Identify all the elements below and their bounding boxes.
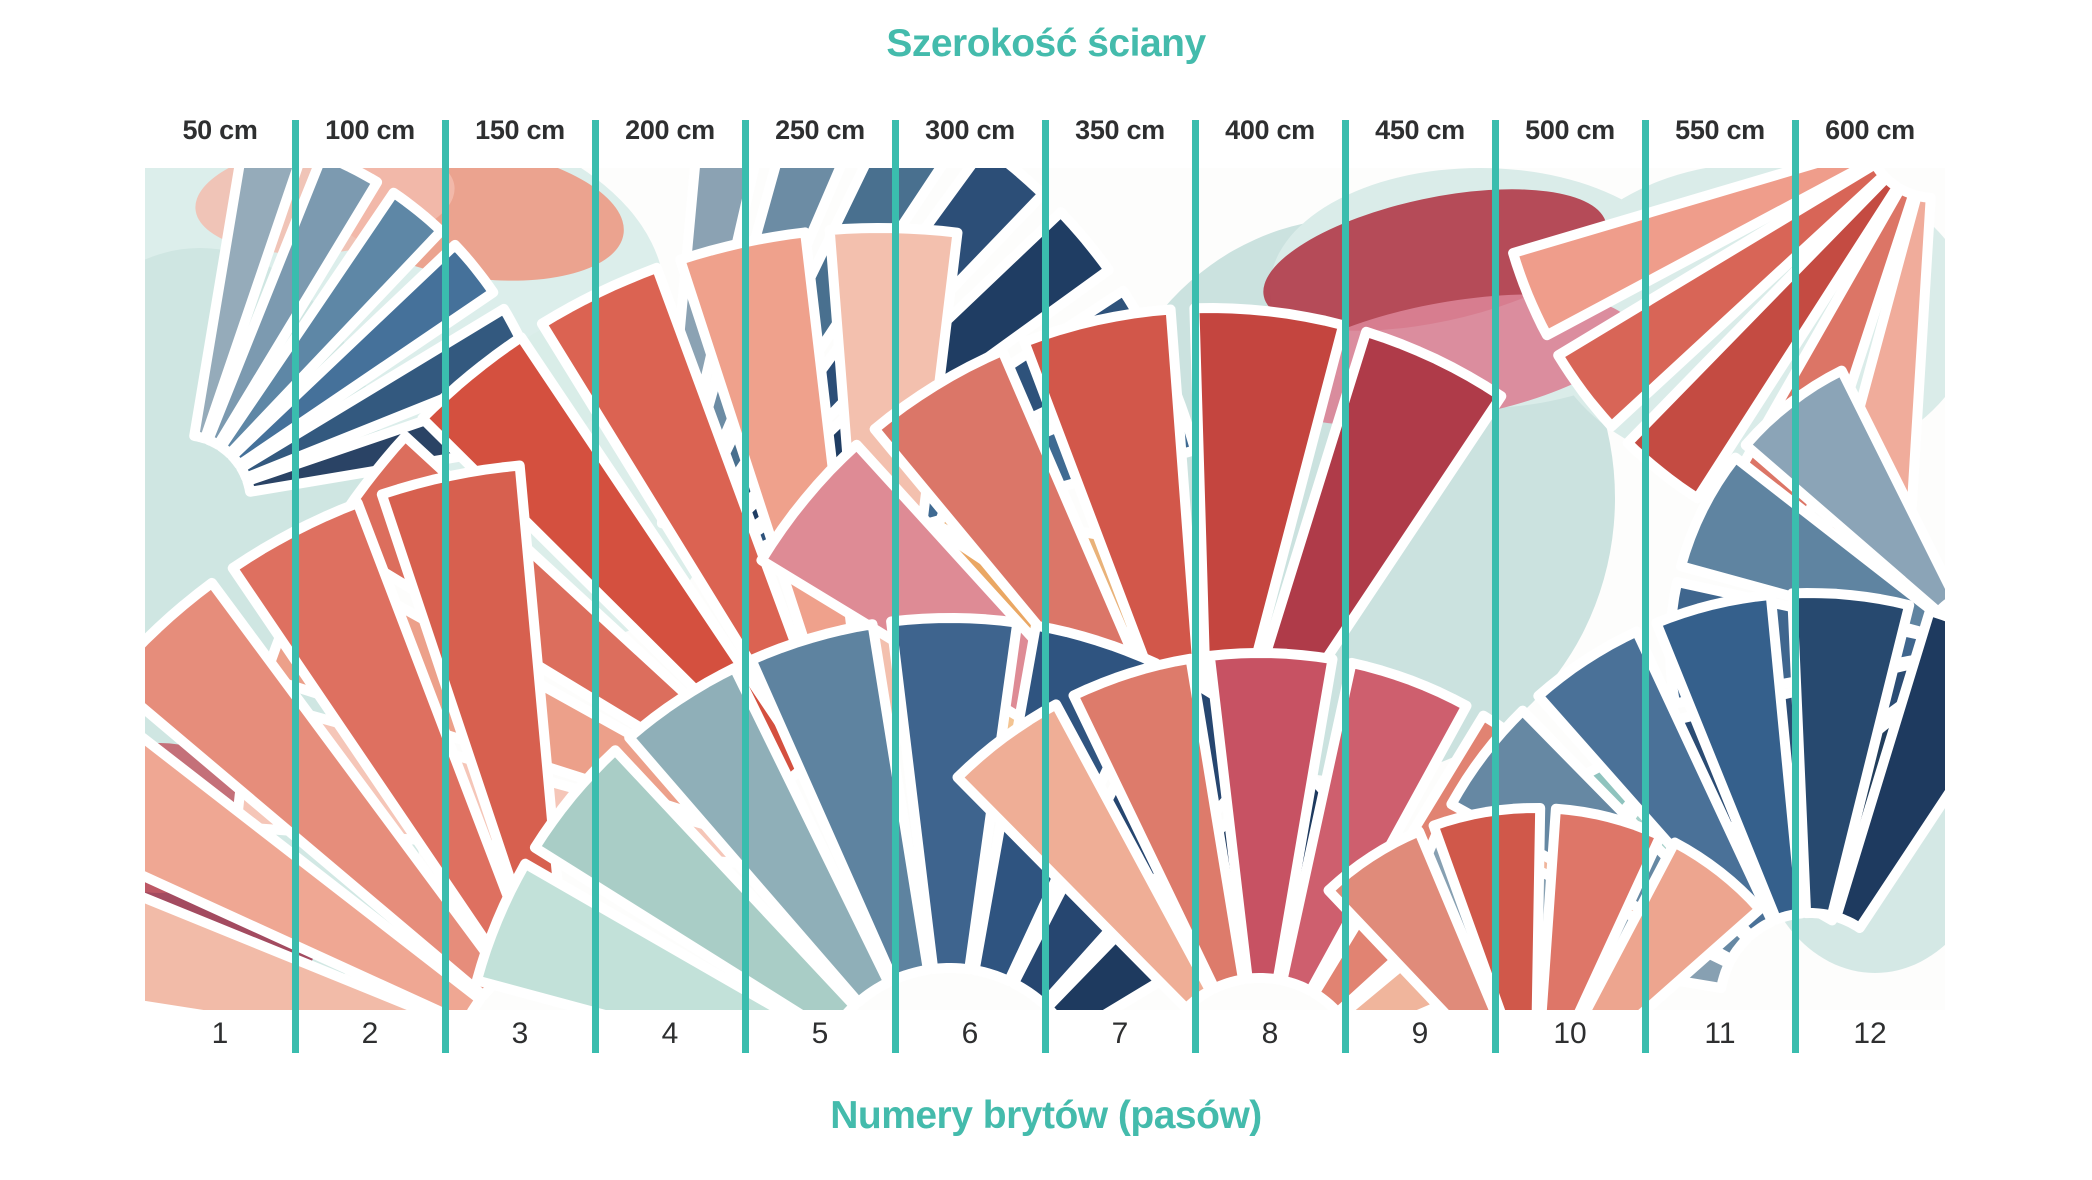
panel-number: 4 bbox=[661, 1017, 679, 1050]
panel-number: 3 bbox=[511, 1017, 529, 1050]
width-label: 500 cm bbox=[1525, 114, 1615, 145]
panel-number: 1 bbox=[211, 1017, 229, 1050]
panel-divider bbox=[441, 120, 449, 1053]
width-label: 600 cm bbox=[1825, 114, 1915, 145]
width-label: 300 cm bbox=[925, 114, 1015, 145]
width-label: 200 cm bbox=[625, 114, 715, 145]
width-label: 250 cm bbox=[775, 114, 865, 145]
panel-number: 2 bbox=[361, 1017, 379, 1050]
panel-number: 12 bbox=[1853, 1017, 1887, 1050]
panel-divider bbox=[891, 120, 899, 1053]
width-label: 400 cm bbox=[1225, 114, 1315, 145]
panel-divider bbox=[1791, 120, 1799, 1053]
panel-number: 6 bbox=[961, 1017, 979, 1050]
panel-divider bbox=[1491, 120, 1499, 1053]
panel-number: 10 bbox=[1553, 1017, 1587, 1050]
panel-divider bbox=[591, 120, 599, 1053]
panel-number: 11 bbox=[1704, 1017, 1736, 1050]
panel-number: 9 bbox=[1411, 1017, 1429, 1050]
width-label: 350 cm bbox=[1075, 114, 1165, 145]
panel-divider bbox=[1191, 120, 1199, 1053]
width-label: 100 cm bbox=[325, 114, 415, 145]
panel-divider bbox=[1341, 120, 1349, 1053]
panel-divider bbox=[1041, 120, 1049, 1053]
width-label: 150 cm bbox=[475, 114, 565, 145]
panel-numbers-title: Numery brytów (pasów) bbox=[830, 1094, 1262, 1137]
width-label: 50 cm bbox=[182, 114, 258, 145]
panel-divider bbox=[291, 120, 299, 1053]
panel-divider bbox=[741, 120, 749, 1053]
width-label: 550 cm bbox=[1675, 114, 1765, 145]
panel-number: 8 bbox=[1261, 1017, 1279, 1050]
panel-number: 7 bbox=[1111, 1017, 1129, 1050]
wall-width-title: Szerokość ściany bbox=[886, 22, 1206, 65]
panel-number: 5 bbox=[811, 1017, 829, 1050]
width-label: 450 cm bbox=[1375, 114, 1465, 145]
panel-divider bbox=[1641, 120, 1649, 1053]
